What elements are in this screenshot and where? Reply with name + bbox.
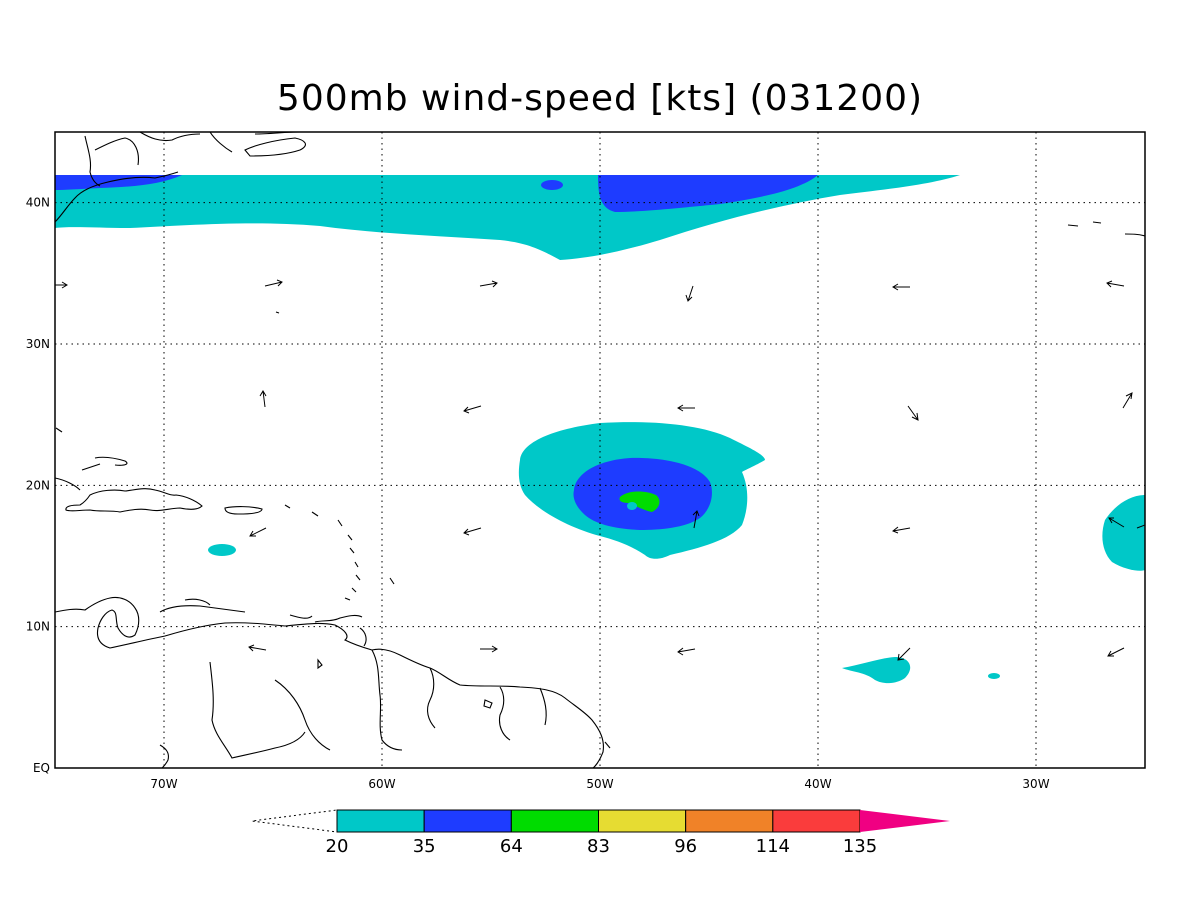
wind-arrow	[1107, 647, 1125, 657]
y-axis-labels: EQ 10N 20N 30N 40N	[26, 196, 50, 775]
colorbar-level-label: 96	[674, 836, 697, 857]
wind-arrow	[1106, 280, 1125, 288]
wind-arrow	[259, 390, 267, 408]
colorbar-level-label: 135	[843, 836, 877, 857]
wind-arrow	[249, 527, 267, 537]
cyclone-green	[619, 491, 660, 512]
x-tick-label: 30W	[1022, 777, 1049, 791]
wind-arrow	[692, 510, 700, 529]
colorbar-swatch	[423, 809, 512, 833]
colorbar: 20 35 64 83 96 114 135	[251, 809, 950, 857]
wind-arrow	[1136, 524, 1145, 529]
wind-arrow	[685, 285, 694, 302]
colorbar-level-label: 64	[500, 836, 523, 857]
jet-band-cyan	[55, 175, 960, 260]
x-tick-label: 70W	[150, 777, 177, 791]
y-tick-label: 20N	[26, 478, 50, 492]
y-tick-label: 30N	[26, 337, 50, 351]
wind-arrow	[264, 279, 283, 287]
wind-arrow	[892, 283, 910, 291]
y-tick-label: 40N	[26, 196, 50, 210]
colorbar-swatch	[336, 809, 425, 833]
colorbar-low-extension	[251, 809, 338, 833]
wind-arrow	[897, 647, 911, 661]
wind-arrow	[1122, 392, 1133, 409]
y-tick-label: 10N	[26, 620, 50, 634]
jet-core-blue-west	[55, 175, 182, 190]
map-title: 500mb wind-speed [kts] (031200)	[276, 78, 924, 119]
colorbar-level-label: 35	[413, 836, 436, 857]
plot-frame	[54, 131, 1146, 769]
colorbar-level-label: 114	[756, 836, 790, 857]
colorbar-swatch	[685, 809, 774, 833]
cyclone-eye	[627, 502, 637, 510]
x-axis-labels: 70W 60W 50W 40W 30W	[150, 777, 1049, 791]
wind-arrow	[55, 281, 68, 289]
jet-core-blue	[598, 175, 818, 212]
x-tick-label: 60W	[368, 777, 395, 791]
colorbar-level-label: 20	[326, 836, 349, 857]
wind-arrow	[677, 647, 696, 656]
east-blob-cyan	[1102, 495, 1145, 571]
small-blue-blob	[541, 180, 563, 190]
wind-vectors	[55, 279, 1145, 661]
y-tick-label: EQ	[33, 761, 50, 775]
wind-arrow	[1108, 517, 1125, 528]
wind-arrow	[892, 526, 911, 534]
wind-speed-field	[55, 175, 1145, 684]
x-tick-label: 50W	[586, 777, 613, 791]
wind-arrow	[677, 404, 695, 412]
colorbar-swatch	[598, 809, 687, 833]
wind-arrow	[463, 405, 482, 414]
wind-arrow	[463, 527, 482, 536]
tiny-blob-cyan	[988, 673, 1000, 679]
colorbar-level-label: 83	[587, 836, 610, 857]
wind-arrow	[907, 405, 919, 421]
x-tick-label: 40W	[804, 777, 831, 791]
colorbar-swatch	[510, 809, 600, 833]
south-blob-cyan	[842, 657, 911, 684]
wind-arrow	[248, 644, 267, 652]
colorbar-high-extension	[860, 810, 950, 832]
wind-arrow	[479, 280, 498, 288]
wind-arrow	[480, 645, 498, 653]
caribbean-blob-cyan	[208, 544, 236, 556]
gridlines	[55, 132, 1145, 768]
colorbar-swatch	[772, 809, 861, 833]
